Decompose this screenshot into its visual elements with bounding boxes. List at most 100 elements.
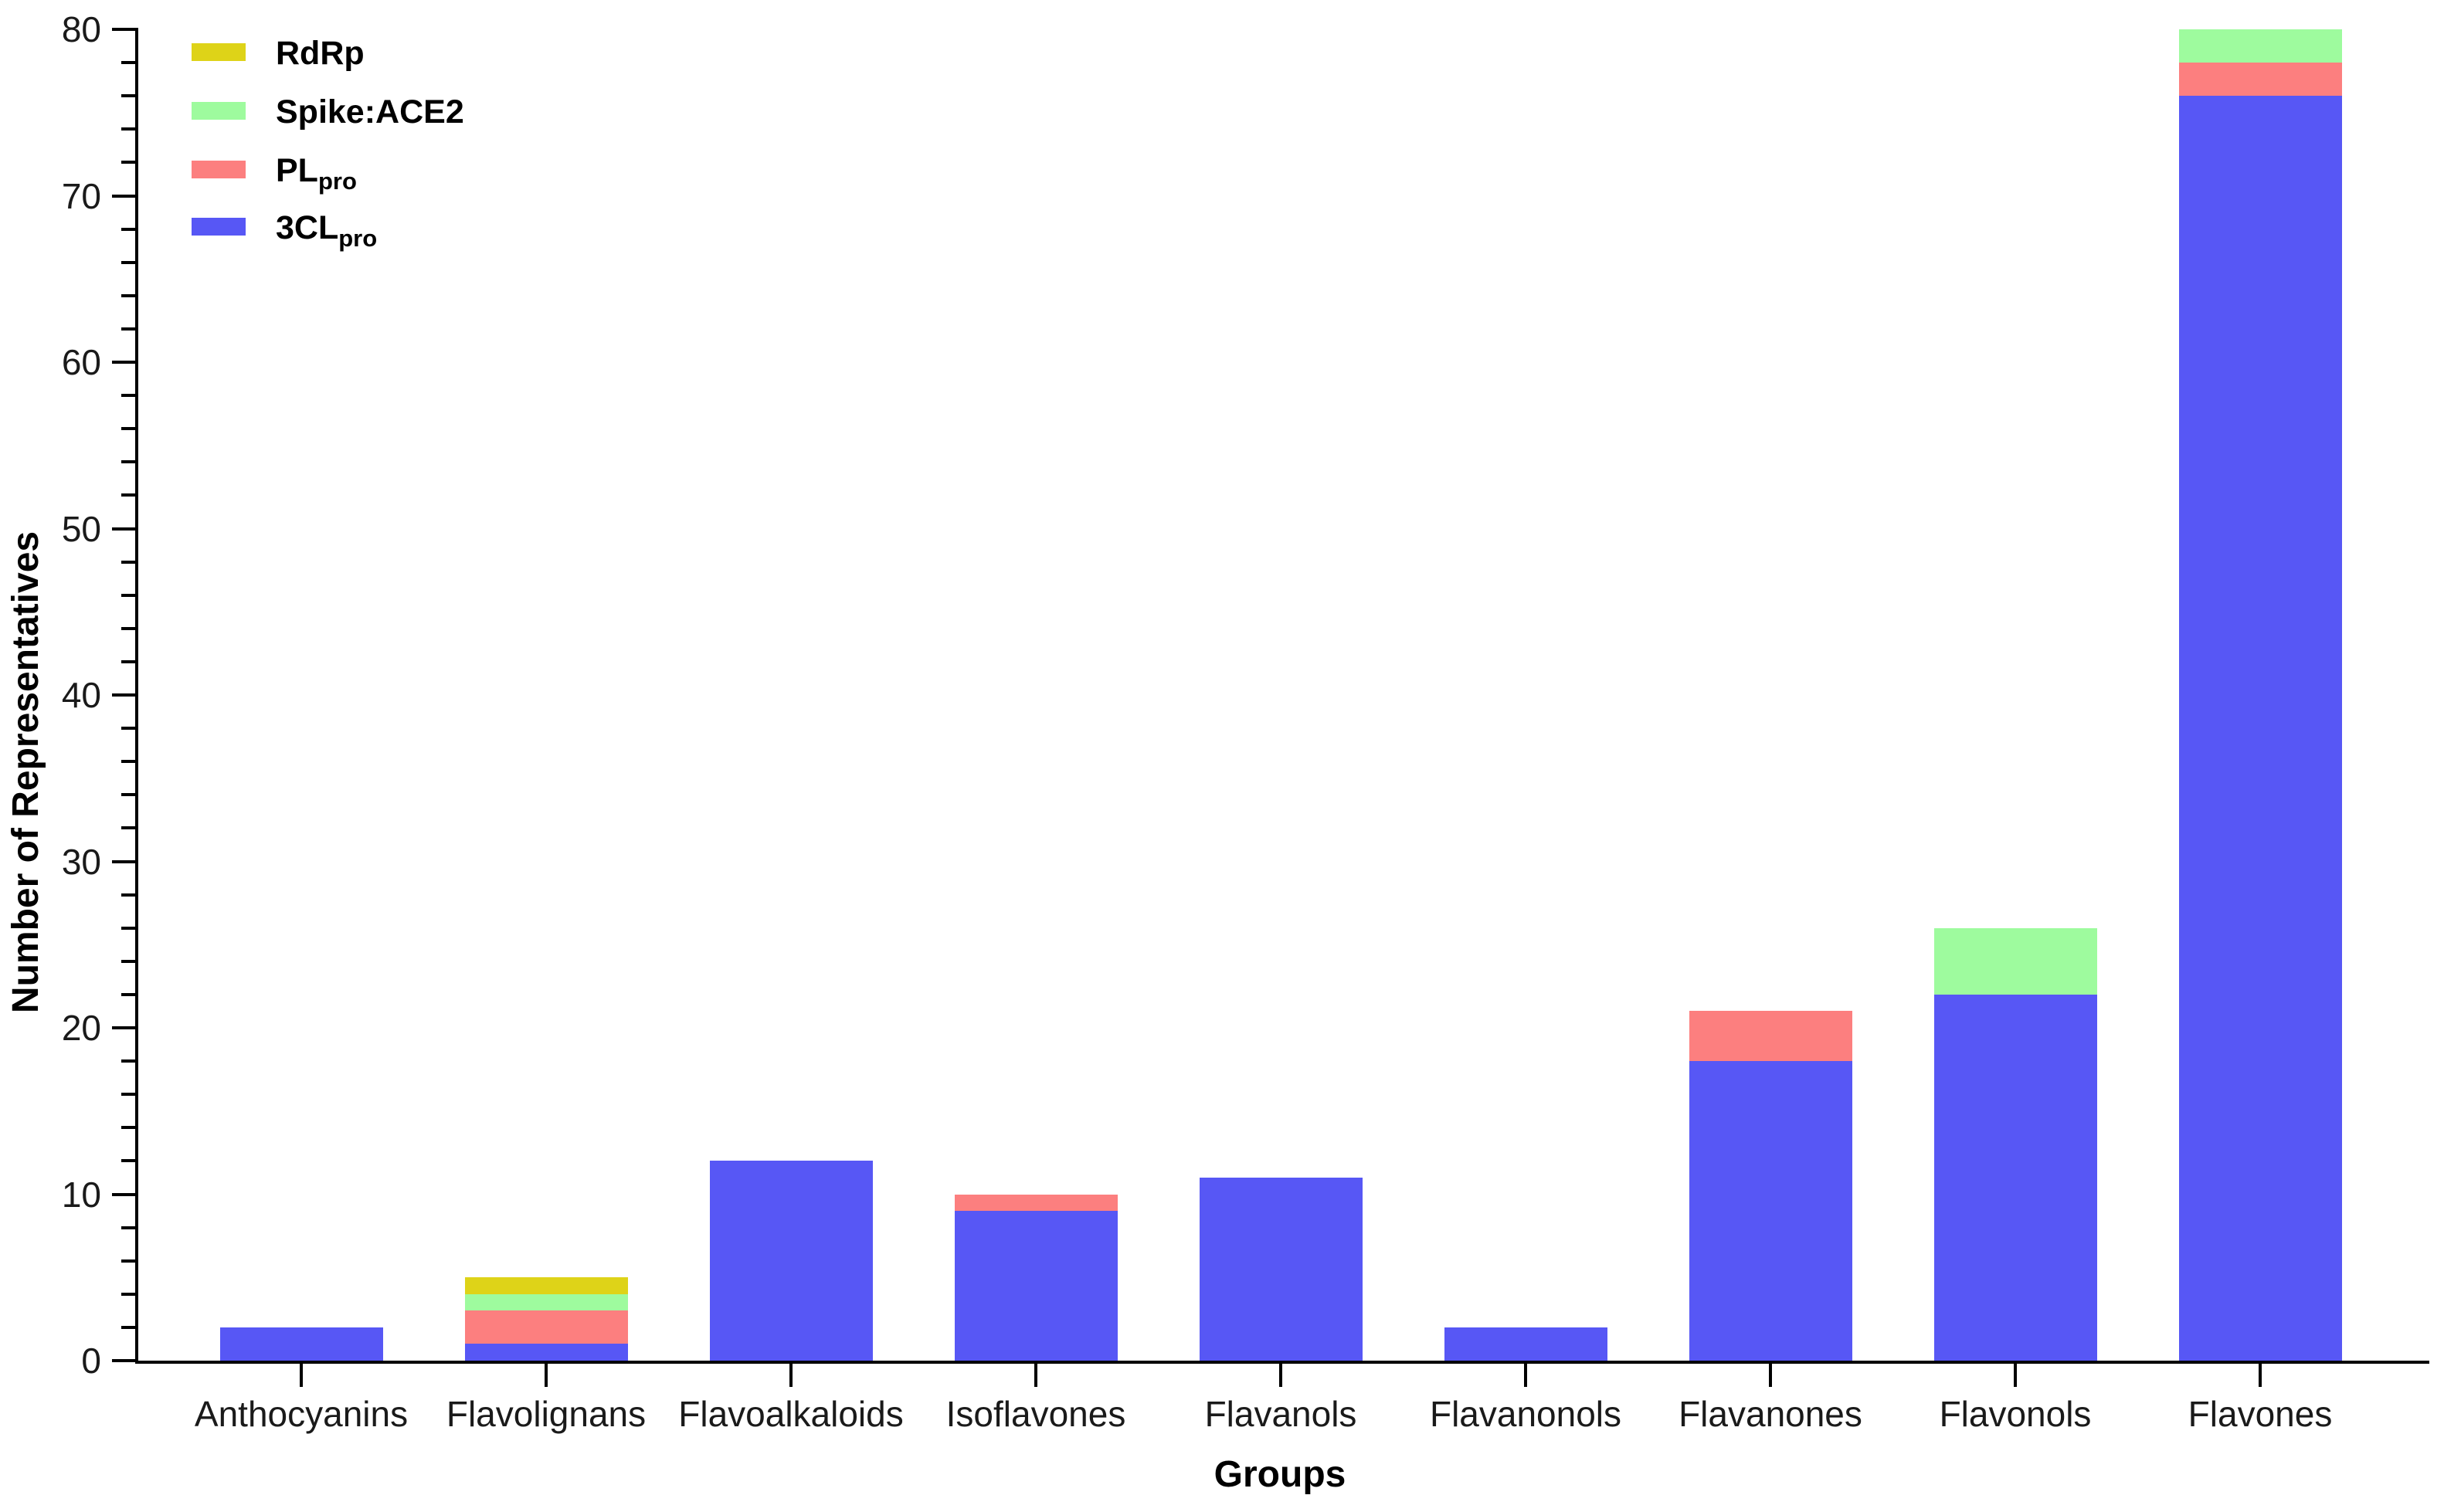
bar-segment-flavonols-3clpro bbox=[1933, 994, 2097, 1361]
y-major-tick bbox=[112, 1026, 135, 1029]
legend-label-3clpro: 3CLpro bbox=[276, 209, 378, 252]
y-minor-tick bbox=[121, 61, 135, 65]
y-minor-tick bbox=[121, 959, 135, 963]
x-tick-label-isoflavones: Isoflavones bbox=[945, 1394, 1126, 1434]
y-minor-tick bbox=[121, 659, 135, 663]
y-tick-label: 10 bbox=[61, 1174, 101, 1215]
bar-segment-flavones-spikeace2 bbox=[2178, 29, 2342, 63]
x-axis-title: Groups bbox=[1214, 1454, 1346, 1495]
x-tick-flavonols bbox=[2014, 1364, 2017, 1387]
y-minor-tick bbox=[121, 926, 135, 930]
y-tick-label: 0 bbox=[81, 1341, 101, 1381]
y-tick-label: 60 bbox=[61, 342, 101, 382]
y-minor-tick bbox=[121, 260, 135, 264]
x-tick-label-anthocyanins: Anthocyanins bbox=[194, 1394, 409, 1434]
bar-segment-flavolignans-rdrp bbox=[464, 1277, 628, 1294]
x-tick-flavanols bbox=[1279, 1364, 1282, 1387]
x-tick-flavones bbox=[2259, 1364, 2262, 1387]
y-tick-label: 70 bbox=[61, 175, 101, 216]
legend-label-main-3clpro: 3CL bbox=[276, 209, 339, 246]
legend-swatch-rdrp bbox=[192, 43, 246, 61]
y-minor-tick bbox=[121, 227, 135, 231]
y-major-tick bbox=[112, 693, 135, 697]
legend-label-rdrp: RdRp bbox=[276, 37, 365, 70]
y-minor-tick bbox=[121, 1259, 135, 1263]
y-major-tick bbox=[112, 1359, 135, 1362]
x-axis-line bbox=[135, 1361, 2429, 1364]
legend-label-subscript-3clpro: pro bbox=[338, 225, 378, 252]
x-tick-flavanones bbox=[1769, 1364, 1772, 1387]
x-tick-label-flavoalkaloids: Flavoalkaloids bbox=[678, 1394, 904, 1434]
bar-segment-flavolignans-3clpro bbox=[464, 1344, 628, 1361]
y-minor-tick bbox=[121, 1126, 135, 1130]
y-minor-tick bbox=[121, 1159, 135, 1163]
y-minor-tick bbox=[121, 760, 135, 764]
y-tick-label: 40 bbox=[61, 675, 101, 715]
x-tick-label-flavones: Flavones bbox=[2188, 1394, 2333, 1434]
y-tick-label: 30 bbox=[61, 841, 101, 882]
bar-segment-flavonols-spikeace2 bbox=[1933, 927, 2097, 995]
y-minor-tick bbox=[121, 1325, 135, 1329]
legend-label-main-rdrp: RdRp bbox=[276, 35, 365, 72]
bar-segment-flavanonols-3clpro bbox=[1444, 1327, 1607, 1361]
y-major-tick bbox=[112, 28, 135, 31]
legend-label-main-plpro: PL bbox=[276, 152, 318, 189]
y-minor-tick bbox=[121, 327, 135, 331]
x-tick-label-flavanones: Flavanones bbox=[1679, 1394, 1862, 1434]
legend-label-spikeace2: Spike:ACE2 bbox=[276, 96, 464, 129]
y-major-tick bbox=[112, 527, 135, 531]
legend-label-main-spikeace2: Spike:ACE2 bbox=[276, 93, 464, 131]
bar-segment-flavolignans-plpro bbox=[464, 1310, 628, 1344]
y-major-tick bbox=[112, 1192, 135, 1196]
bar-segment-flavones-3clpro bbox=[2178, 96, 2342, 1361]
y-major-tick bbox=[112, 859, 135, 863]
y-minor-tick bbox=[121, 493, 135, 497]
x-tick-label-flavonols: Flavonols bbox=[1939, 1394, 2092, 1434]
y-minor-tick bbox=[121, 1292, 135, 1296]
y-tick-label: 80 bbox=[61, 9, 101, 49]
y-minor-tick bbox=[121, 293, 135, 297]
y-minor-tick bbox=[121, 727, 135, 731]
y-tick-label: 50 bbox=[61, 508, 101, 549]
x-tick-label-flavanols: Flavanols bbox=[1204, 1394, 1357, 1434]
legend-swatch-3clpro bbox=[192, 218, 246, 236]
y-minor-tick bbox=[121, 593, 135, 597]
bar-segment-anthocyanins-3clpro bbox=[219, 1327, 383, 1361]
y-minor-tick bbox=[121, 1059, 135, 1063]
legend-label-subscript-plpro: pro bbox=[317, 168, 357, 195]
x-tick-label-flavolignans: Flavolignans bbox=[446, 1394, 647, 1434]
legend-swatch-plpro bbox=[192, 161, 246, 178]
legend-label-plpro: PLpro bbox=[276, 152, 357, 195]
y-major-tick bbox=[112, 194, 135, 198]
y-tick-label: 20 bbox=[61, 1008, 101, 1048]
bar-segment-isoflavones-3clpro bbox=[954, 1211, 1118, 1361]
y-minor-tick bbox=[121, 161, 135, 164]
x-tick-flavoalkaloids bbox=[789, 1364, 793, 1387]
y-minor-tick bbox=[121, 826, 135, 830]
y-minor-tick bbox=[121, 427, 135, 431]
x-tick-flavanonols bbox=[1524, 1364, 1527, 1387]
y-minor-tick bbox=[121, 94, 135, 98]
x-tick-flavolignans bbox=[545, 1364, 548, 1387]
y-minor-tick bbox=[121, 626, 135, 630]
x-tick-anthocyanins bbox=[300, 1364, 303, 1387]
y-minor-tick bbox=[121, 793, 135, 797]
y-axis-line bbox=[135, 28, 138, 1364]
x-tick-label-flavanonols: Flavanonols bbox=[1429, 1394, 1622, 1434]
y-minor-tick bbox=[121, 394, 135, 398]
y-minor-tick bbox=[121, 460, 135, 464]
bar-segment-flavoalkaloids-3clpro bbox=[709, 1161, 873, 1361]
y-minor-tick bbox=[121, 1226, 135, 1229]
y-minor-tick bbox=[121, 1093, 135, 1097]
bar-segment-flavanones-plpro bbox=[1689, 1011, 1852, 1062]
bar-segment-isoflavones-plpro bbox=[954, 1194, 1118, 1212]
x-tick-isoflavones bbox=[1034, 1364, 1037, 1387]
bar-segment-flavanols-3clpro bbox=[1199, 1177, 1363, 1361]
bar-segment-flavolignans-spikeace2 bbox=[464, 1293, 628, 1311]
bar-segment-flavones-plpro bbox=[2178, 63, 2342, 97]
y-minor-tick bbox=[121, 992, 135, 996]
y-minor-tick bbox=[121, 893, 135, 897]
y-major-tick bbox=[112, 361, 135, 364]
bar-segment-flavanones-3clpro bbox=[1689, 1061, 1852, 1361]
